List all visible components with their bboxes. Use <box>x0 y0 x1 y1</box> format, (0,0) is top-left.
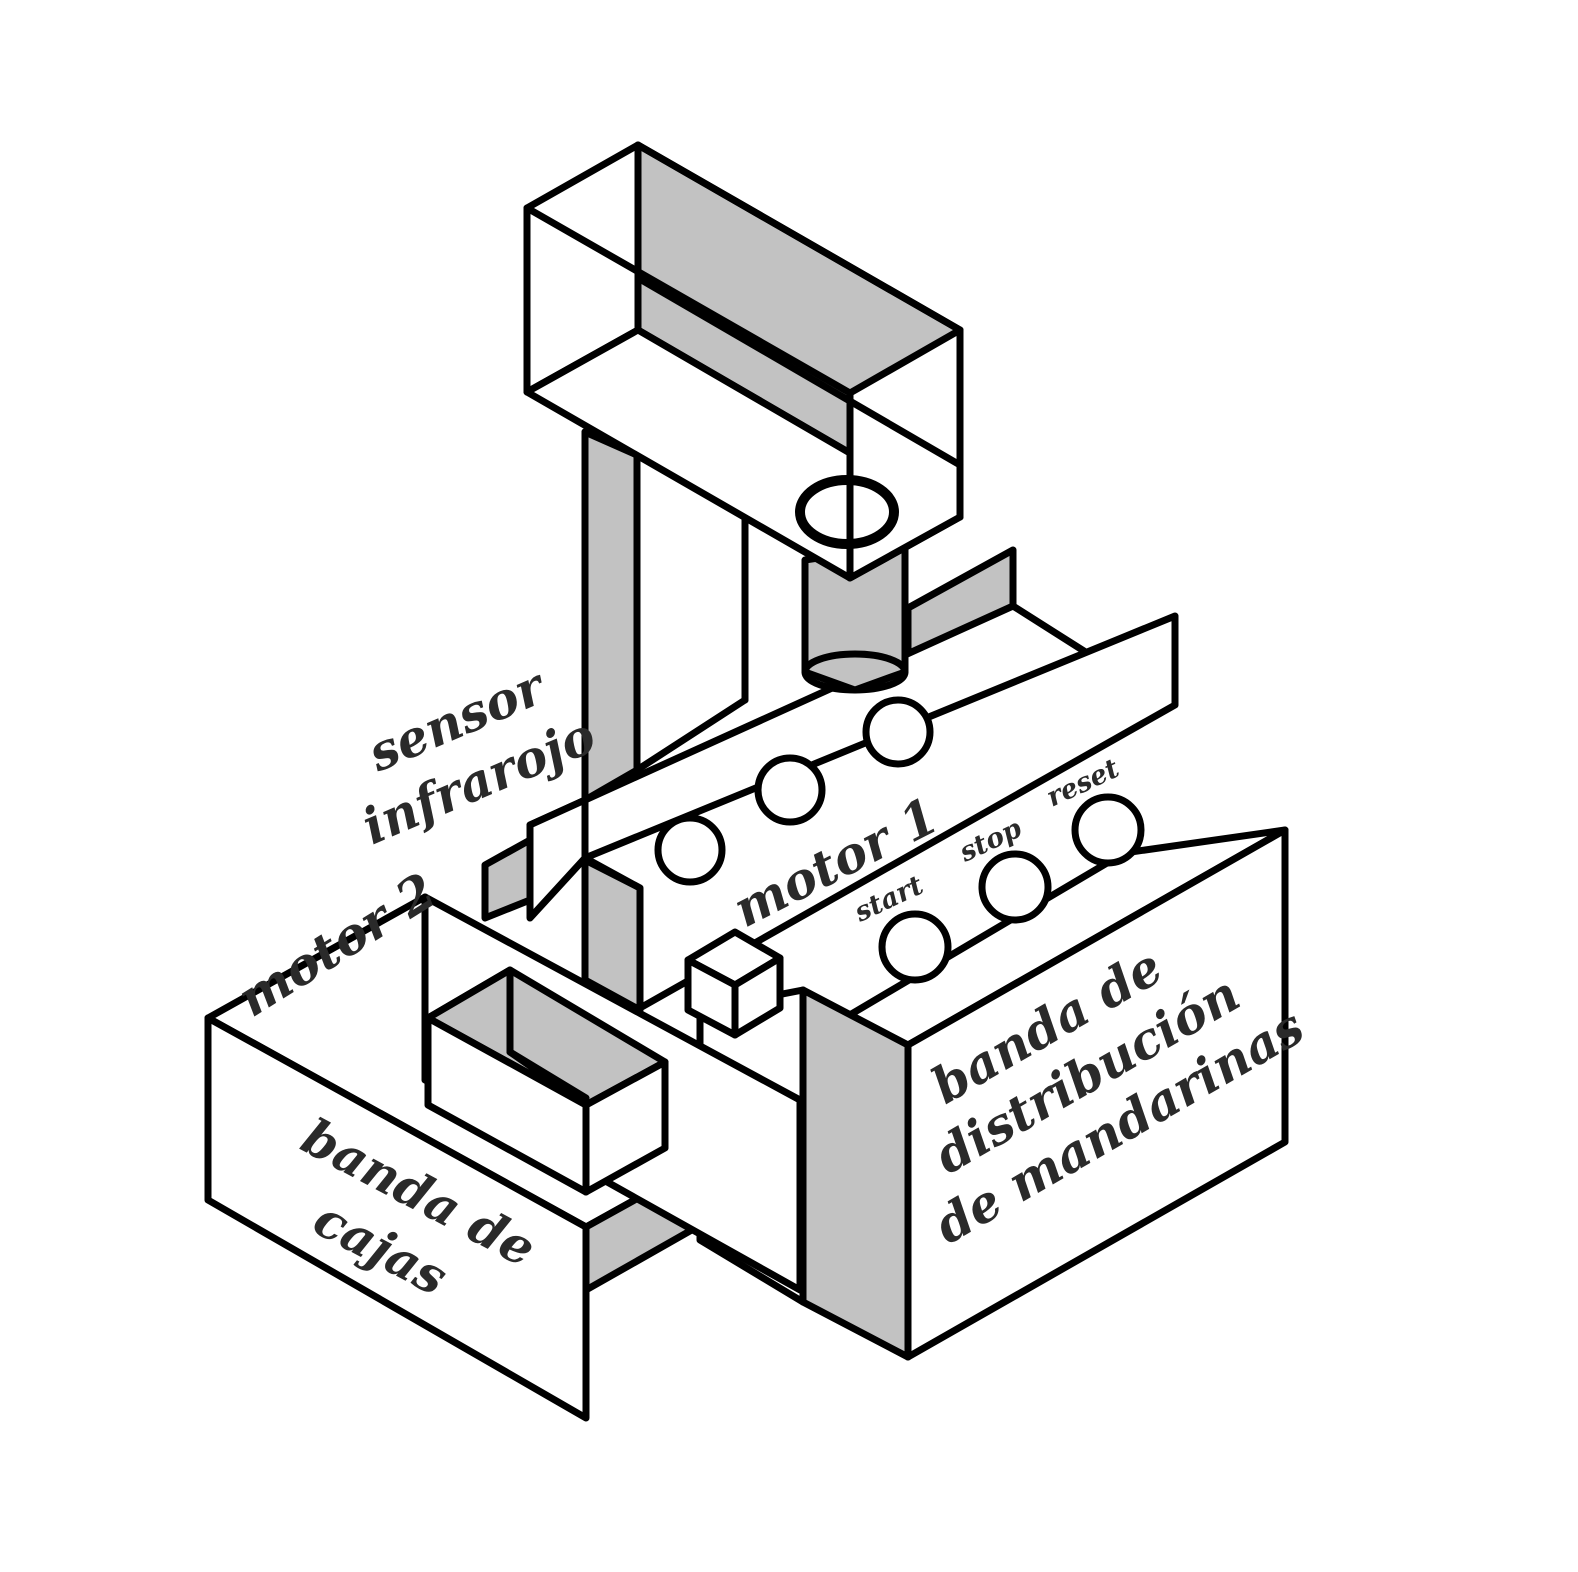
mandarin-2 <box>754 754 826 826</box>
stop-button[interactable] <box>978 850 1052 924</box>
control-buttons <box>878 793 1145 984</box>
open-box-crease <box>506 1048 590 1102</box>
belt-front <box>581 612 1179 1012</box>
mandarin-1 <box>654 814 726 886</box>
distribution-cabinet <box>696 826 1289 1361</box>
left-small-end <box>481 836 534 922</box>
mandarins <box>654 696 934 886</box>
housing-front-face <box>846 326 964 582</box>
mandarin-3 <box>862 696 934 768</box>
small-cube <box>684 928 784 1039</box>
open-box <box>424 966 669 1196</box>
box-conveyor-front <box>204 1014 590 1422</box>
tube-rim <box>801 650 909 694</box>
housing-top-edge <box>523 204 854 397</box>
cabinet-front-left <box>799 986 912 1361</box>
housing-mid-line <box>634 274 964 469</box>
reset-button[interactable] <box>1071 793 1145 867</box>
open-box-front-right <box>582 1058 669 1196</box>
sensor-assembly <box>523 141 964 804</box>
sensor-lens <box>795 475 899 549</box>
start-button[interactable] <box>878 910 952 984</box>
mandarin-conveyor <box>481 546 1179 1014</box>
housing-ridge <box>634 141 964 334</box>
belt-left-rail <box>526 796 589 922</box>
cube-right <box>731 954 784 1039</box>
